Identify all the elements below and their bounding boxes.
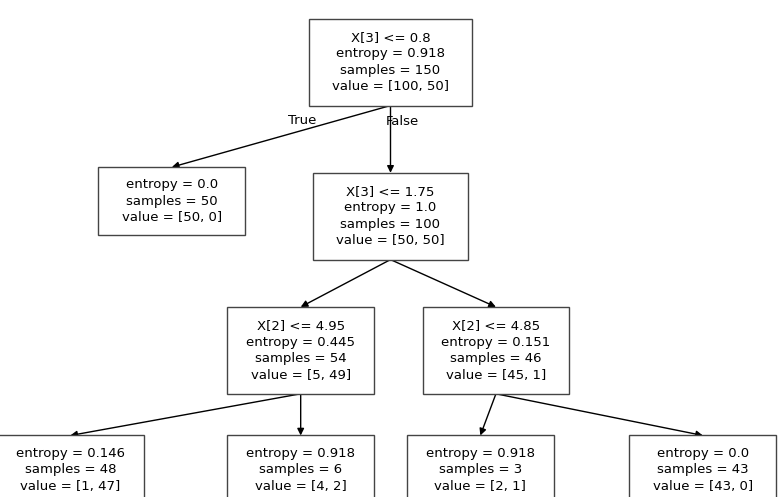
Text: entropy = 0.146
samples = 48
value = [1, 47]: entropy = 0.146 samples = 48 value = [1,… (16, 447, 125, 493)
Text: X[2] <= 4.85
entropy = 0.151
samples = 46
value = [45, 1]: X[2] <= 4.85 entropy = 0.151 samples = 4… (441, 319, 551, 382)
Text: False: False (386, 115, 419, 128)
Text: entropy = 0.0
samples = 50
value = [50, 0]: entropy = 0.0 samples = 50 value = [50, … (122, 178, 222, 224)
FancyBboxPatch shape (227, 435, 374, 497)
FancyBboxPatch shape (98, 167, 245, 236)
FancyBboxPatch shape (309, 19, 472, 105)
Text: True: True (287, 114, 316, 127)
Text: entropy = 0.0
samples = 43
value = [43, 0]: entropy = 0.0 samples = 43 value = [43, … (653, 447, 753, 493)
Text: X[2] <= 4.95
entropy = 0.445
samples = 54
value = [5, 49]: X[2] <= 4.95 entropy = 0.445 samples = 5… (246, 319, 355, 382)
FancyBboxPatch shape (313, 173, 468, 259)
FancyBboxPatch shape (0, 435, 144, 497)
FancyBboxPatch shape (227, 307, 374, 394)
FancyBboxPatch shape (629, 435, 776, 497)
FancyBboxPatch shape (407, 435, 554, 497)
Text: X[3] <= 0.8
entropy = 0.918
samples = 150
value = [100, 50]: X[3] <= 0.8 entropy = 0.918 samples = 15… (332, 31, 449, 93)
Text: entropy = 0.918
samples = 6
value = [4, 2]: entropy = 0.918 samples = 6 value = [4, … (246, 447, 355, 493)
FancyBboxPatch shape (423, 307, 569, 394)
Text: X[3] <= 1.75
entropy = 1.0
samples = 100
value = [50, 50]: X[3] <= 1.75 entropy = 1.0 samples = 100… (336, 185, 445, 248)
Text: entropy = 0.918
samples = 3
value = [2, 1]: entropy = 0.918 samples = 3 value = [2, … (426, 447, 535, 493)
